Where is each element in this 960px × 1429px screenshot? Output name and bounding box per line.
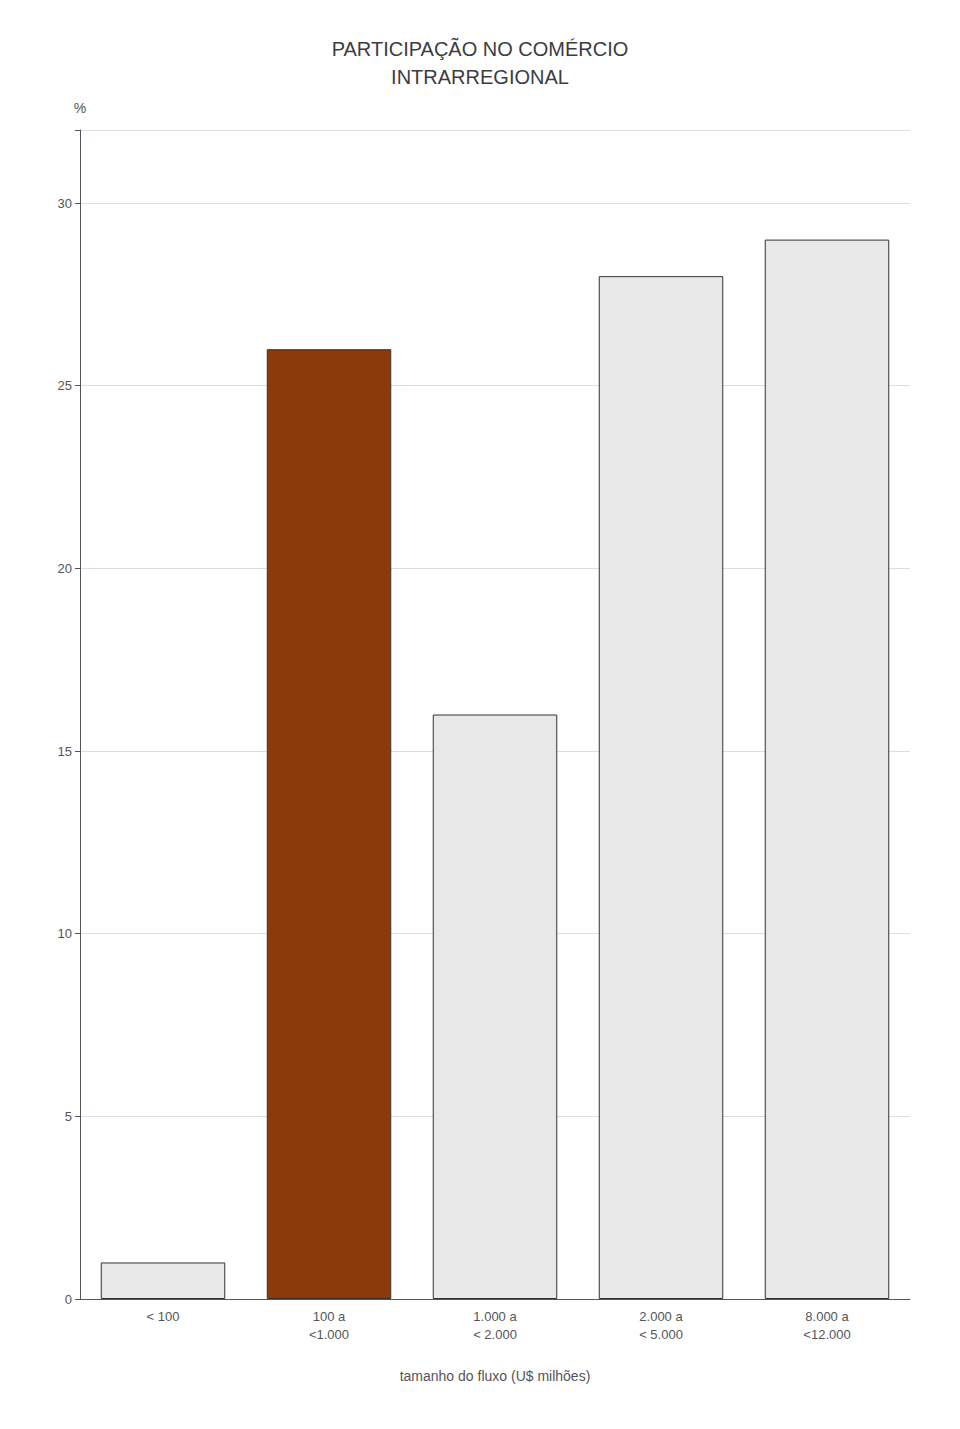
svg-text:<12.000: <12.000 <box>803 1327 850 1342</box>
svg-text:10: 10 <box>58 926 72 941</box>
svg-text:5: 5 <box>65 1109 72 1124</box>
svg-text:2.000 a: 2.000 a <box>639 1309 683 1324</box>
svg-text:30: 30 <box>58 196 72 211</box>
svg-text:100 a: 100 a <box>313 1309 346 1324</box>
svg-text:20: 20 <box>58 561 72 576</box>
svg-text:8.000 a: 8.000 a <box>805 1309 849 1324</box>
svg-text:15: 15 <box>58 744 72 759</box>
svg-text:25: 25 <box>58 378 72 393</box>
svg-text:0: 0 <box>65 1292 72 1307</box>
svg-text:INTRARREGIONAL: INTRARREGIONAL <box>391 66 569 88</box>
svg-text:< 100: < 100 <box>147 1309 180 1324</box>
svg-text:< 5.000: < 5.000 <box>639 1327 683 1342</box>
svg-text:<1.000: <1.000 <box>309 1327 349 1342</box>
svg-text:%: % <box>74 100 86 116</box>
svg-text:1.000 a: 1.000 a <box>473 1309 517 1324</box>
svg-text:PARTICIPAÇÃO NO COMÉRCIO: PARTICIPAÇÃO NO COMÉRCIO <box>332 37 629 60</box>
svg-text:< 2.000: < 2.000 <box>473 1327 517 1342</box>
svg-text:tamanho do fluxo (U$ milhões): tamanho do fluxo (U$ milhões) <box>400 1368 591 1384</box>
